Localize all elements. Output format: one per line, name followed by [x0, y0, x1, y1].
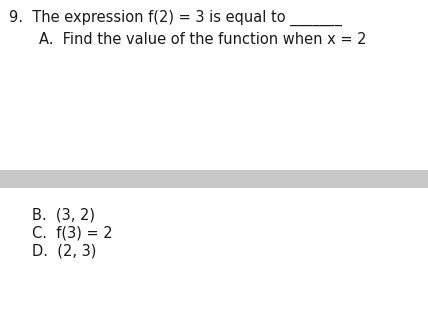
Text: 9.  The expression f(2) = 3 is equal to _______: 9. The expression f(2) = 3 is equal to _…: [9, 10, 342, 26]
Text: D.  (2, 3): D. (2, 3): [32, 243, 96, 258]
Text: B.  (3, 2): B. (3, 2): [32, 207, 95, 222]
Text: C.  f(3) = 2: C. f(3) = 2: [32, 225, 113, 240]
Bar: [0, 170, 428, 188]
Text: A.  Find the value of the function when x = 2: A. Find the value of the function when x…: [39, 32, 366, 47]
